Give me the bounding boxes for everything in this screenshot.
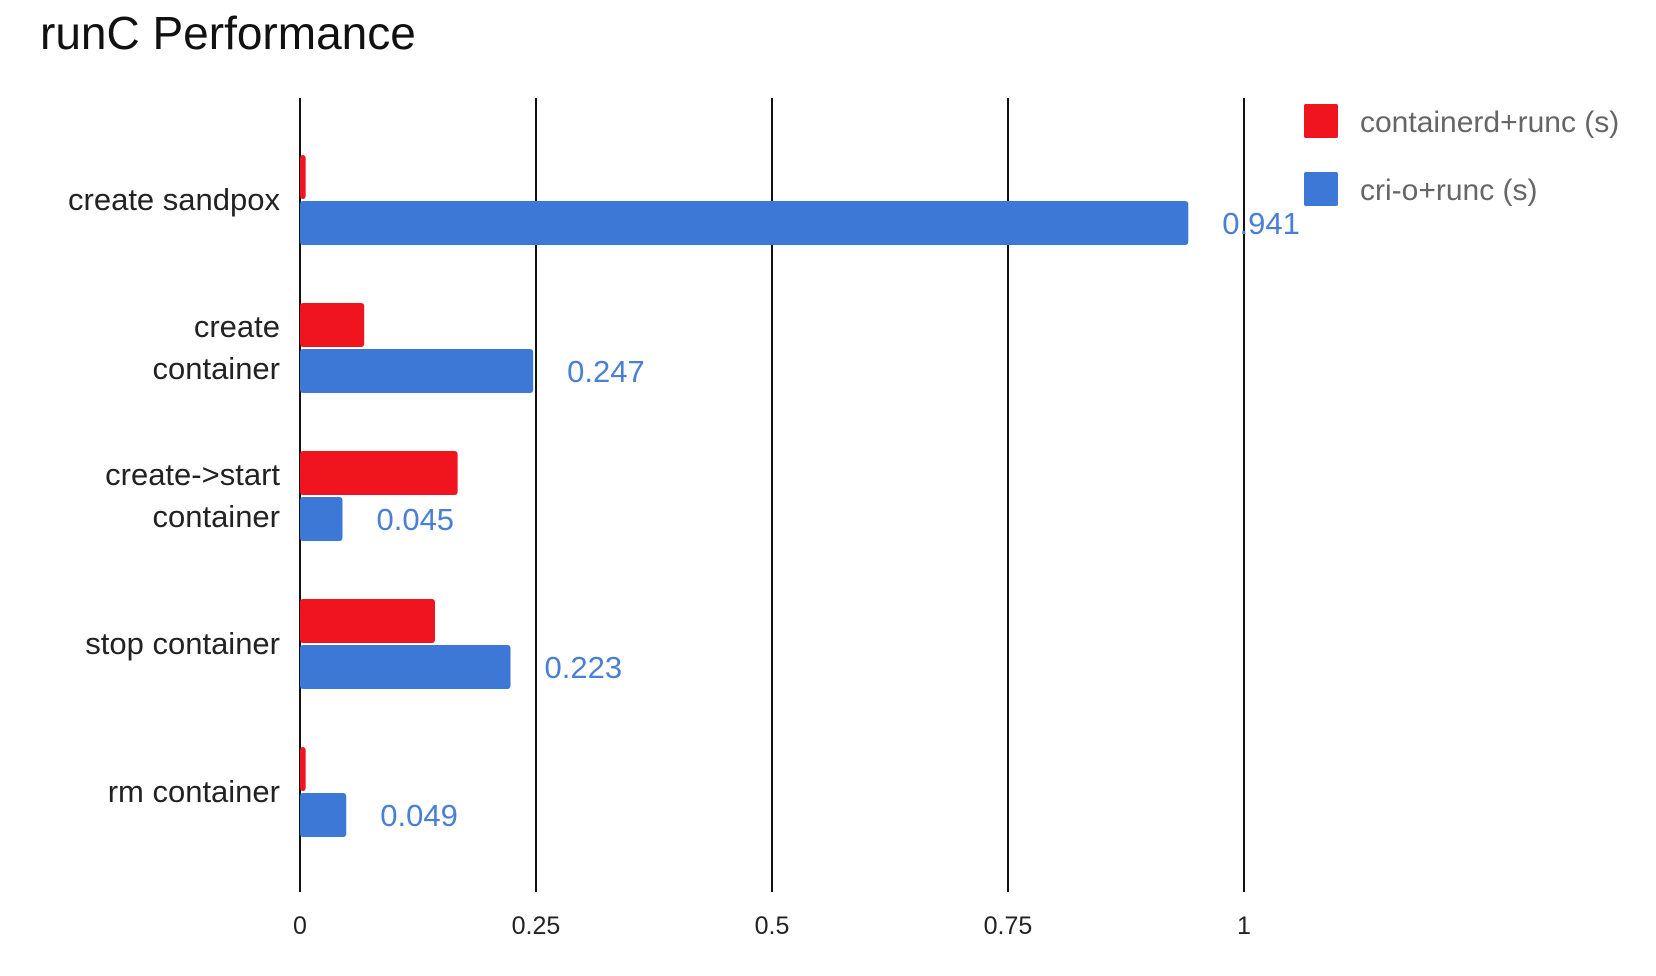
category-label: stop container xyxy=(85,626,280,661)
category-label: create->start xyxy=(105,457,280,492)
x-tick-label: 1 xyxy=(1237,912,1251,940)
bars xyxy=(300,155,1189,837)
data-label: 0.045 xyxy=(376,502,454,537)
bar-crio xyxy=(300,349,534,393)
x-tick-label: 0 xyxy=(293,912,307,940)
bar-containerd xyxy=(300,155,306,199)
data-label: 0.049 xyxy=(380,798,458,833)
data-labels: 0.941 0.247 0.045 0.223 0.049 xyxy=(376,206,1299,833)
bar-crio xyxy=(300,201,1189,245)
bar-crio xyxy=(300,497,343,541)
x-axis-tick-labels: 0 0.25 0.5 0.75 1 xyxy=(293,912,1251,940)
data-label: 0.223 xyxy=(545,650,623,685)
bar-containerd xyxy=(300,451,458,495)
data-label: 0.941 xyxy=(1222,206,1300,241)
legend-entry: containerd+runc (s) xyxy=(1360,106,1619,139)
legend-swatch xyxy=(1304,104,1338,138)
category-label: container xyxy=(152,351,280,386)
legend: containerd+runc (s) cri-o+runc (s) xyxy=(1304,104,1619,207)
bar-containerd xyxy=(300,747,306,791)
x-tick-label: 0.75 xyxy=(984,912,1033,940)
legend-swatch xyxy=(1304,172,1338,206)
category-label: create xyxy=(194,309,280,344)
category-label: rm container xyxy=(108,774,280,809)
legend-entry: cri-o+runc (s) xyxy=(1360,174,1538,207)
bar-containerd xyxy=(300,599,435,643)
category-label: create sandpox xyxy=(68,182,280,217)
x-tick-label: 0.25 xyxy=(512,912,561,940)
bar-crio xyxy=(300,793,347,837)
x-tick-label: 0.5 xyxy=(755,912,790,940)
category-labels: create sandpox create container create->sta… xyxy=(68,182,280,809)
chart-title: runC Performance xyxy=(40,7,416,59)
bar-containerd xyxy=(300,303,365,347)
category-label: container xyxy=(152,499,280,534)
data-label: 0.247 xyxy=(567,354,645,389)
bar-crio xyxy=(300,645,511,689)
